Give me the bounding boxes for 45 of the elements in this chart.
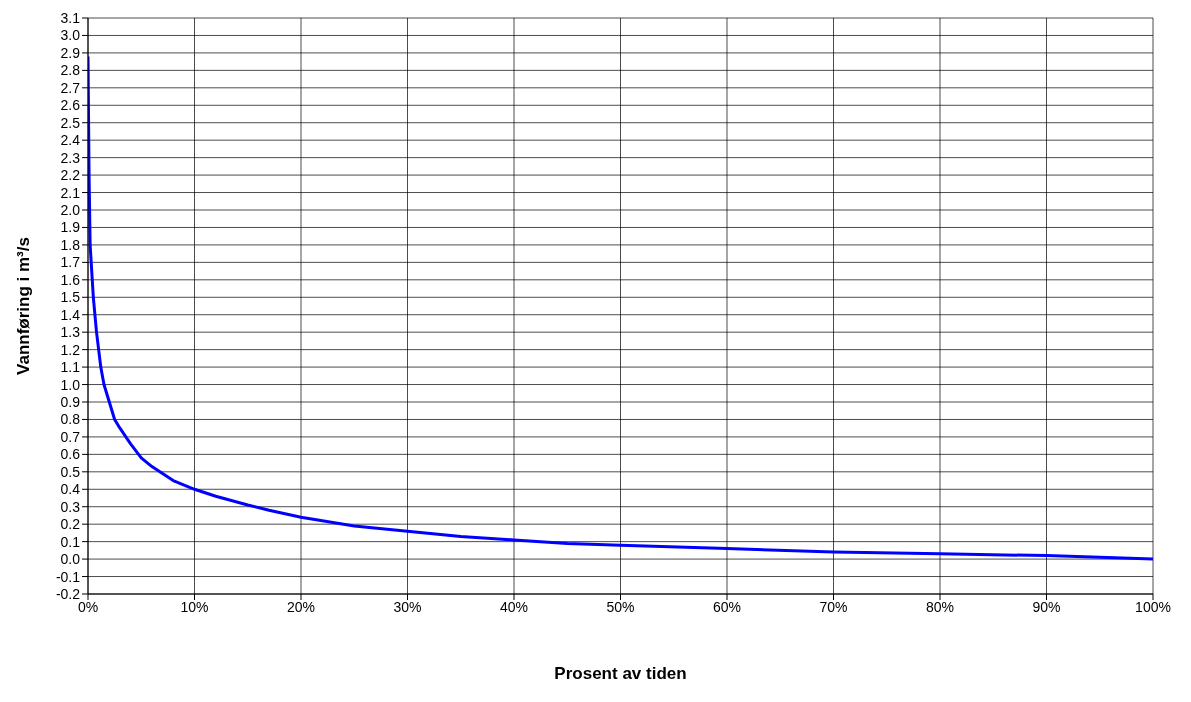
x-tick-label: 60% <box>712 598 742 615</box>
y-tick-label: 0.1 <box>60 533 81 550</box>
y-tick-label: 2.7 <box>60 79 81 96</box>
y-tick-label: 2.9 <box>60 44 81 61</box>
y-tick-label: 1.3 <box>60 324 81 341</box>
y-tick-label: 0.3 <box>60 498 81 515</box>
y-tick-label: 1.5 <box>60 289 81 306</box>
y-tick-label: 0.5 <box>60 463 81 480</box>
x-tick-label: 90% <box>1032 598 1061 615</box>
y-tick-label: 1.1 <box>60 359 81 376</box>
x-tick-label: 80% <box>925 598 955 615</box>
y-tick-label: 0.2 <box>60 516 81 533</box>
x-axis-title: Prosent av tiden <box>554 664 687 683</box>
y-tick-label: 2.5 <box>60 114 81 131</box>
x-tick-label: 40% <box>499 598 529 615</box>
y-tick-label: 1.7 <box>60 254 81 271</box>
y-tick-label: 2.4 <box>60 132 81 149</box>
y-tick-label: 0.4 <box>60 481 81 498</box>
x-tick-label: 20% <box>286 598 316 615</box>
x-tick-label: 50% <box>606 598 635 615</box>
y-tick-label: 0.9 <box>60 393 81 410</box>
x-tick-label: 70% <box>819 598 848 615</box>
y-tick-label: 1.0 <box>60 376 81 393</box>
y-tick-label: 1.2 <box>60 341 81 358</box>
y-tick-label: 2.3 <box>60 149 81 166</box>
y-tick-label: 2.6 <box>60 97 81 114</box>
y-tick-label: 0.8 <box>60 411 81 428</box>
y-tick-label: 0.7 <box>60 428 81 445</box>
y-tick-label: 0.6 <box>60 446 81 463</box>
x-tick-label: 100% <box>1135 598 1171 615</box>
x-tick-label: 30% <box>393 598 422 615</box>
y-tick-label: -0.1 <box>55 568 81 585</box>
x-tick-label: 10% <box>180 598 209 615</box>
y-tick-label: 1.8 <box>60 236 81 253</box>
y-tick-label: 2.0 <box>60 201 81 218</box>
y-tick-label: 3.0 <box>60 27 81 44</box>
y-axis-title: Vannføring i m³/s <box>14 237 34 375</box>
y-tick-label: 2.1 <box>60 184 81 201</box>
y-tick-label: 2.2 <box>60 167 81 184</box>
y-tick-label: 1.4 <box>60 306 81 323</box>
y-tick-label: 1.6 <box>60 271 81 288</box>
y-tick-label: 2.8 <box>60 62 81 79</box>
y-tick-label: 1.9 <box>60 219 81 236</box>
y-tick-label: 3.1 <box>60 9 81 26</box>
y-tick-label: 0.0 <box>60 551 81 568</box>
